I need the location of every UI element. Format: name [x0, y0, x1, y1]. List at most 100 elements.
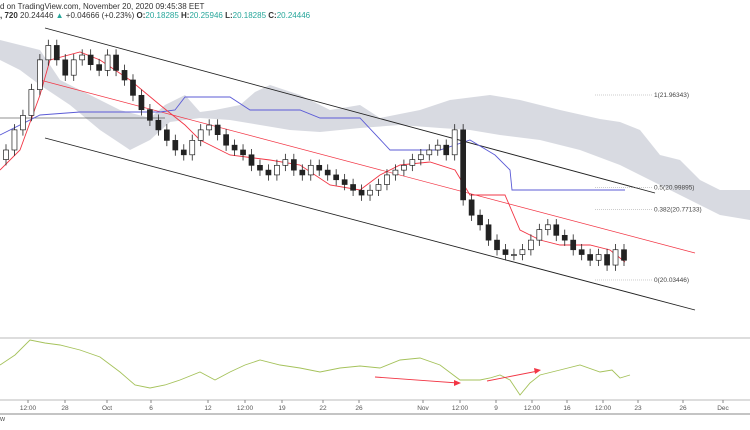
candle-up: [384, 174, 390, 185]
time-tick-label: Nov: [417, 405, 429, 412]
ichimoku-cloud: [0, 40, 750, 220]
candle-up: [206, 124, 213, 131]
arrow-head-icon: [454, 380, 461, 386]
fib-level-label: 1(21.96343): [654, 92, 689, 99]
candle-up: [197, 129, 204, 141]
symbol-timeframe: , 720: [0, 11, 18, 20]
candle-down: [180, 149, 187, 156]
candle-up: [375, 184, 382, 191]
candle-down: [53, 45, 60, 61]
time-tick-label: 12:00: [595, 405, 612, 412]
candle-up: [612, 249, 619, 266]
oscillator-line: [0, 339, 631, 396]
candle-up: [28, 89, 35, 116]
candle-up: [189, 140, 196, 156]
candle-up: [104, 54, 111, 71]
candle-up: [3, 149, 9, 160]
candle-up: [45, 45, 52, 61]
candle-down: [155, 119, 162, 131]
time-tick-label: 19: [278, 405, 286, 412]
fib-level-label: 0.5(20.99895): [654, 184, 694, 191]
candle-down: [316, 164, 323, 171]
high-label: H:: [181, 11, 190, 20]
candle-up: [451, 129, 458, 156]
chart-published-info: d on TradingView.com, November 20, 2020 …: [0, 2, 204, 11]
open-label: O:: [136, 11, 146, 20]
candle-up: [392, 169, 399, 176]
candle-down: [587, 254, 593, 261]
candle-down: [290, 159, 297, 171]
time-tick-label: 6: [149, 405, 153, 412]
candles-group: [3, 39, 627, 271]
candle-down: [604, 254, 610, 266]
candle-down: [485, 224, 492, 241]
footer-text: w: [0, 416, 6, 423]
channel-lower-line[interactable]: [44, 137, 696, 311]
candle-down: [231, 144, 238, 151]
candle-down: [248, 154, 255, 166]
candle-down: [113, 54, 119, 71]
published-text: d on TradingView.com, November 20, 2020 …: [0, 2, 205, 11]
candle-up: [417, 154, 424, 160]
time-tick-label: 12:00: [20, 405, 37, 412]
price-change: +0.04666 (+0.23%): [65, 11, 135, 20]
time-tick-label: 26: [679, 405, 687, 412]
time-tick-label: 16: [563, 405, 571, 412]
ichimoku-base-line: [0, 96, 625, 191]
time-axis[interactable]: 12:00 28 Oct 6 12 12:00 19 22 26 Nov 12:00 9 12:00 16…: [20, 400, 730, 412]
candle-down: [172, 140, 179, 151]
fib-retracement[interactable]: 1(21.96343) 0.5(20.99895) 0.382(20.77133) 0…: [595, 92, 702, 284]
candle-down: [214, 124, 221, 135]
candle-down: [468, 199, 475, 216]
time-tick-label: 22: [319, 405, 327, 412]
close-label: C:: [268, 11, 277, 20]
arrow-head-icon: [534, 368, 541, 374]
candle-down: [333, 174, 340, 181]
candle-down: [257, 164, 263, 171]
candle-down: [96, 64, 102, 71]
candle-down: [138, 94, 145, 111]
low-label: L:: [225, 11, 233, 20]
channel-upper-line[interactable]: [44, 27, 656, 194]
candle-up: [11, 129, 18, 151]
candle-down: [494, 239, 500, 251]
time-tick-label: Dec: [717, 405, 729, 412]
time-tick-label: 9: [494, 405, 498, 412]
candle-down: [324, 169, 331, 176]
candle-down: [299, 169, 306, 176]
time-tick-label: 28: [61, 405, 69, 412]
fib-level-label: 0(20.03446): [654, 277, 689, 284]
time-tick-label: 12:00: [452, 405, 469, 412]
candle-up: [528, 239, 534, 251]
candle-down: [341, 179, 348, 185]
candle-down: [578, 249, 585, 255]
candle-up: [274, 164, 280, 176]
candle-up: [20, 115, 26, 131]
candle-down: [121, 70, 128, 81]
high-value: 20.25946: [189, 11, 223, 20]
candle-up: [282, 159, 289, 166]
candle-down: [62, 59, 69, 76]
divergence-arrow[interactable]: [486, 370, 539, 382]
low-value: 20.18285: [232, 11, 267, 20]
candle-down: [502, 249, 509, 255]
divergence-arrow[interactable]: [374, 376, 459, 384]
candle-up: [37, 59, 43, 90]
candle-down: [477, 214, 483, 226]
candle-down: [350, 184, 356, 191]
close-value: 20.24446: [276, 11, 311, 20]
candle-up: [536, 229, 543, 241]
candle-down: [130, 79, 136, 96]
last-price: 20.24446: [20, 11, 54, 20]
candle-up: [519, 249, 526, 255]
candle-down: [553, 224, 560, 236]
candle-up: [426, 149, 433, 156]
candle-down: [460, 129, 467, 201]
candle-up: [79, 54, 86, 61]
candle-down: [358, 189, 365, 196]
candle-up: [401, 164, 407, 171]
candle-down: [240, 149, 246, 156]
candle-up: [367, 189, 373, 196]
channel-mid-line[interactable]: [39, 79, 696, 254]
